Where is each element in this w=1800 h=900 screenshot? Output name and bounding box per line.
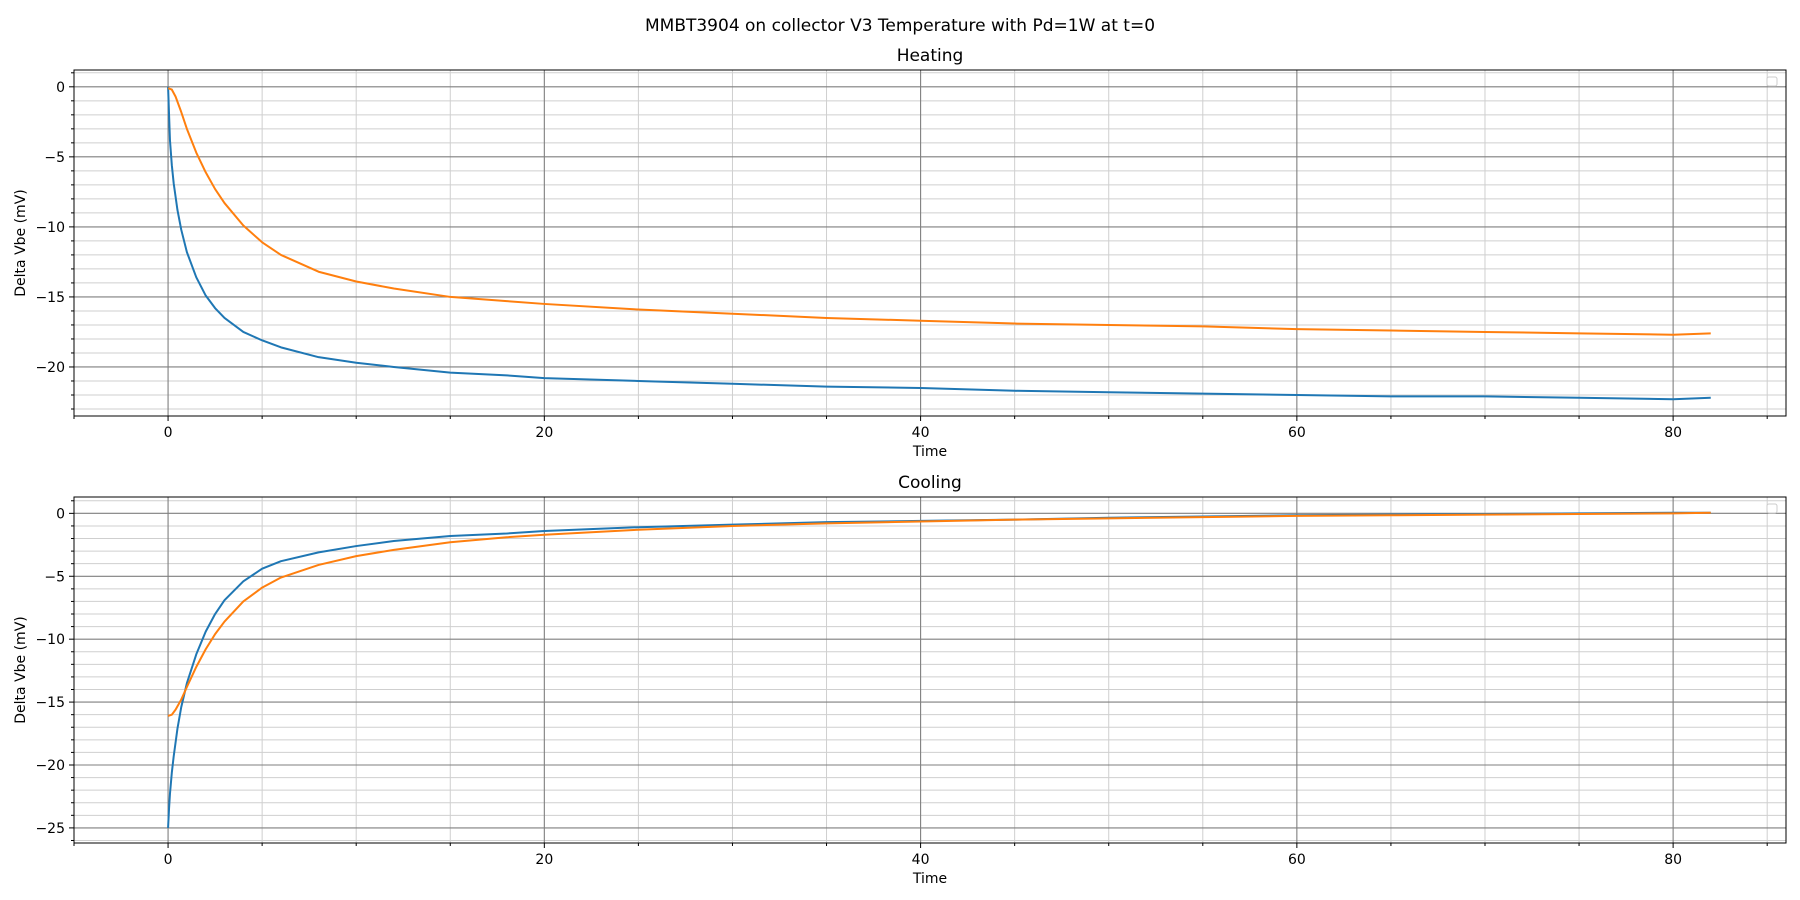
x-tick-label: 80 [1664, 852, 1682, 868]
subplot-0: 0 20 40 60 80 0 −5 −10 −15 −20 Heating Time Delta Vb… [13, 46, 1787, 460]
subplot-title: Cooling [898, 473, 962, 493]
y-axis-label: Delta Vbe (mV) [13, 616, 29, 723]
y-tick-label: −20 [35, 360, 65, 376]
x-tick-label: 60 [1288, 852, 1306, 868]
x-tick-label: 40 [912, 425, 930, 441]
y-tick-label: −15 [35, 695, 65, 711]
y-tick-label: 0 [56, 80, 65, 96]
x-tick-label: 80 [1664, 425, 1682, 441]
y-tick-label: −10 [35, 632, 65, 648]
x-axis-label: Time [912, 871, 947, 887]
x-tick-label: 40 [912, 852, 930, 868]
series-line-1 [167, 511, 1711, 717]
x-tick-label: 60 [1288, 425, 1306, 441]
series-line-1 [167, 87, 1711, 336]
x-axis-label: Time [912, 444, 947, 460]
y-tick-label: −15 [35, 290, 65, 306]
y-tick-label: 0 [56, 506, 65, 522]
y-tick-label: −20 [35, 758, 65, 774]
y-tick-label: −25 [35, 821, 65, 837]
major-grid [74, 497, 1786, 843]
legend-box [1766, 76, 1778, 87]
x-tick-label: 20 [535, 425, 553, 441]
subplot-title: Heating [897, 46, 964, 66]
series-line-0 [167, 511, 1711, 828]
minor-grid [73, 497, 1786, 843]
y-tick-label: −10 [35, 220, 65, 236]
y-tick-label: −5 [44, 150, 65, 166]
figure-suptitle: MMBT3904 on collector V3 Temperature wit… [645, 16, 1155, 36]
series-line-0 [167, 86, 1711, 401]
axes-frame [73, 496, 1787, 844]
x-tick-label: 20 [535, 852, 553, 868]
plots-container: 0 20 40 60 80 0 −5 −10 −15 −20 Heating Time Delta Vb… [13, 46, 1787, 887]
subplot-1: 0 20 40 60 80 0 −5 −10 −15 −20 −25 Cooling Time Delta… [13, 473, 1787, 887]
major-grid [74, 70, 1786, 416]
x-tick-label: 0 [164, 425, 173, 441]
y-axis-label: Delta Vbe (mV) [13, 189, 29, 296]
minor-grid [73, 70, 1786, 416]
y-tick-label: −5 [44, 569, 65, 585]
legend-box [1766, 503, 1778, 514]
x-tick-label: 0 [164, 852, 173, 868]
axes-frame [73, 69, 1787, 417]
